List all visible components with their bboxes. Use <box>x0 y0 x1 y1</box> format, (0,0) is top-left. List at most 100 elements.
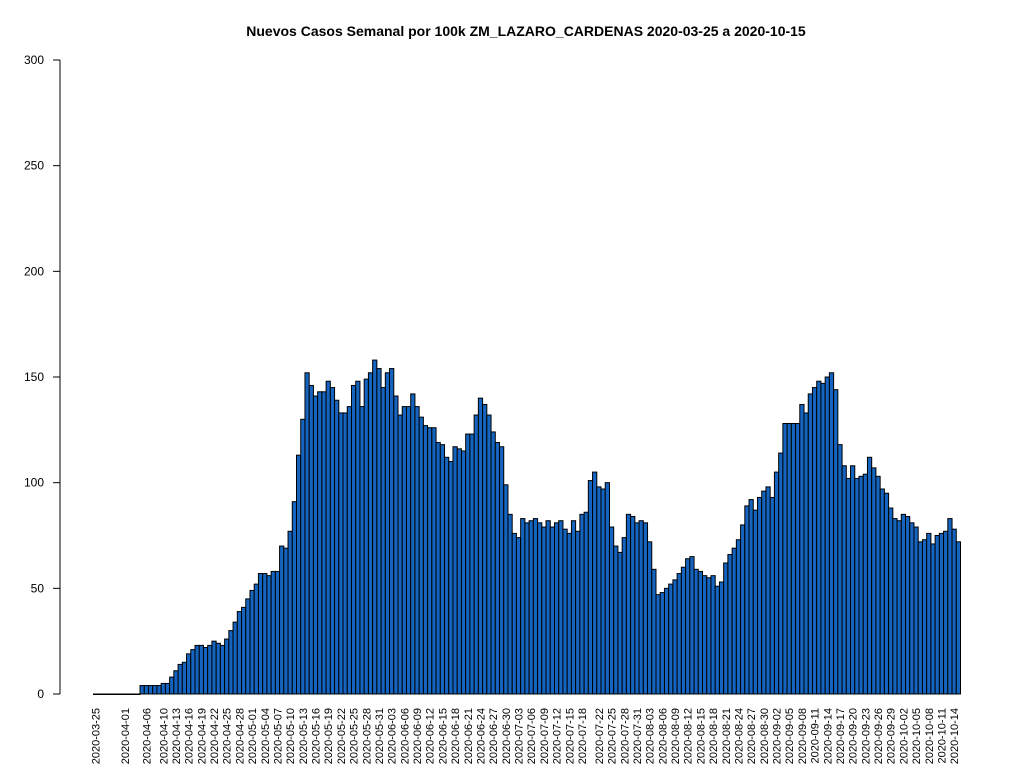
x-tick-label: 2020-08-12 <box>683 708 695 764</box>
x-tick-label: 2020-04-01 <box>120 708 132 764</box>
bar <box>499 446 505 695</box>
bar <box>321 391 327 695</box>
bar <box>752 509 758 695</box>
bar <box>152 685 158 695</box>
bar <box>689 556 695 695</box>
bar <box>811 387 818 695</box>
bar <box>672 579 678 695</box>
bar <box>304 372 310 695</box>
x-tick-label: 2020-08-21 <box>721 708 733 764</box>
bar <box>350 384 357 695</box>
x-tick-label: 2020-05-28 <box>361 708 373 764</box>
bar <box>460 450 467 695</box>
bar <box>372 359 378 695</box>
bar <box>456 448 462 695</box>
bar <box>249 589 255 695</box>
bar <box>198 644 204 695</box>
bar <box>211 640 217 695</box>
bar <box>401 406 407 695</box>
bar <box>405 406 412 695</box>
bar <box>731 547 737 695</box>
bar <box>469 433 475 695</box>
x-tick-label: 2020-08-30 <box>759 708 771 764</box>
x-tick-label: 2020-09-17 <box>835 708 847 764</box>
bar <box>393 395 399 695</box>
bar <box>740 524 746 695</box>
x-tick-label: 2020-08-18 <box>708 708 720 764</box>
bar <box>680 566 687 695</box>
bar <box>207 644 213 695</box>
bar <box>524 522 530 695</box>
x-tick-label: 2020-06-03 <box>387 708 399 764</box>
bar <box>723 562 729 695</box>
x-tick-label: 2020-09-11 <box>810 708 822 763</box>
x-tick-label: 2020-06-12 <box>425 708 437 764</box>
y-tick-label: 200 <box>24 264 44 278</box>
bar <box>921 539 928 695</box>
bar <box>164 682 171 695</box>
x-tick-label: 2020-08-06 <box>657 708 669 764</box>
bar <box>900 513 907 695</box>
bar <box>790 422 797 695</box>
bar <box>376 368 382 695</box>
x-tick-label: 2020-06-21 <box>463 708 475 764</box>
bar <box>553 522 560 695</box>
chart-title: Nuevos Casos Semanal por 100k ZM_LAZARO_… <box>246 23 806 39</box>
x-tick-label: 2020-08-09 <box>670 708 682 764</box>
bar <box>638 520 644 695</box>
x-tick-label: 2020-05-25 <box>349 708 361 764</box>
x-tick-label: 2020-07-09 <box>539 708 551 764</box>
x-tick-label: 2020-08-27 <box>746 708 758 764</box>
bar <box>735 539 742 695</box>
bar <box>283 547 289 695</box>
bar <box>262 573 268 695</box>
x-tick-label: 2020-06-09 <box>412 708 424 764</box>
bar <box>803 412 809 695</box>
bar <box>253 583 259 695</box>
bar <box>257 573 264 695</box>
x-tick-label: 2020-10-14 <box>949 708 961 764</box>
bar <box>147 685 154 695</box>
bar <box>494 442 501 695</box>
bar <box>943 530 949 695</box>
bar <box>604 482 610 695</box>
x-tick-label: 2020-09-26 <box>873 708 885 764</box>
bar <box>435 442 441 695</box>
bar <box>858 475 864 695</box>
bar <box>219 644 226 695</box>
bar <box>824 376 830 695</box>
bar <box>634 522 640 695</box>
bar <box>541 526 547 695</box>
bar <box>706 577 712 695</box>
bar <box>702 575 708 695</box>
bar <box>486 414 492 695</box>
bar <box>888 507 894 695</box>
bar <box>266 575 272 695</box>
bar <box>194 644 200 695</box>
x-tick-label: 2020-06-06 <box>399 708 411 764</box>
bar <box>329 387 336 695</box>
bar <box>490 431 496 695</box>
x-tick-label: 2020-05-13 <box>298 708 310 764</box>
bar <box>397 414 403 695</box>
x-tick-label: 2020-08-24 <box>733 708 745 764</box>
x-tick-label: 2020-08-03 <box>645 708 657 764</box>
bar <box>625 513 632 695</box>
bar <box>845 477 852 695</box>
x-tick-label: 2020-07-06 <box>526 708 538 764</box>
bar <box>515 537 522 695</box>
bar <box>135 693 141 695</box>
bar <box>177 663 183 695</box>
bar <box>926 532 932 695</box>
bar <box>592 471 598 695</box>
bar <box>951 528 957 695</box>
bar <box>427 427 433 695</box>
bar <box>714 585 720 695</box>
x-tick-label: 2020-10-08 <box>924 708 936 764</box>
x-tick-label: 2020-04-16 <box>184 708 196 764</box>
bar <box>431 427 437 695</box>
bar <box>718 581 725 695</box>
x-tick-label: 2020-05-31 <box>374 708 386 764</box>
bar <box>342 412 348 695</box>
bar <box>630 515 636 695</box>
